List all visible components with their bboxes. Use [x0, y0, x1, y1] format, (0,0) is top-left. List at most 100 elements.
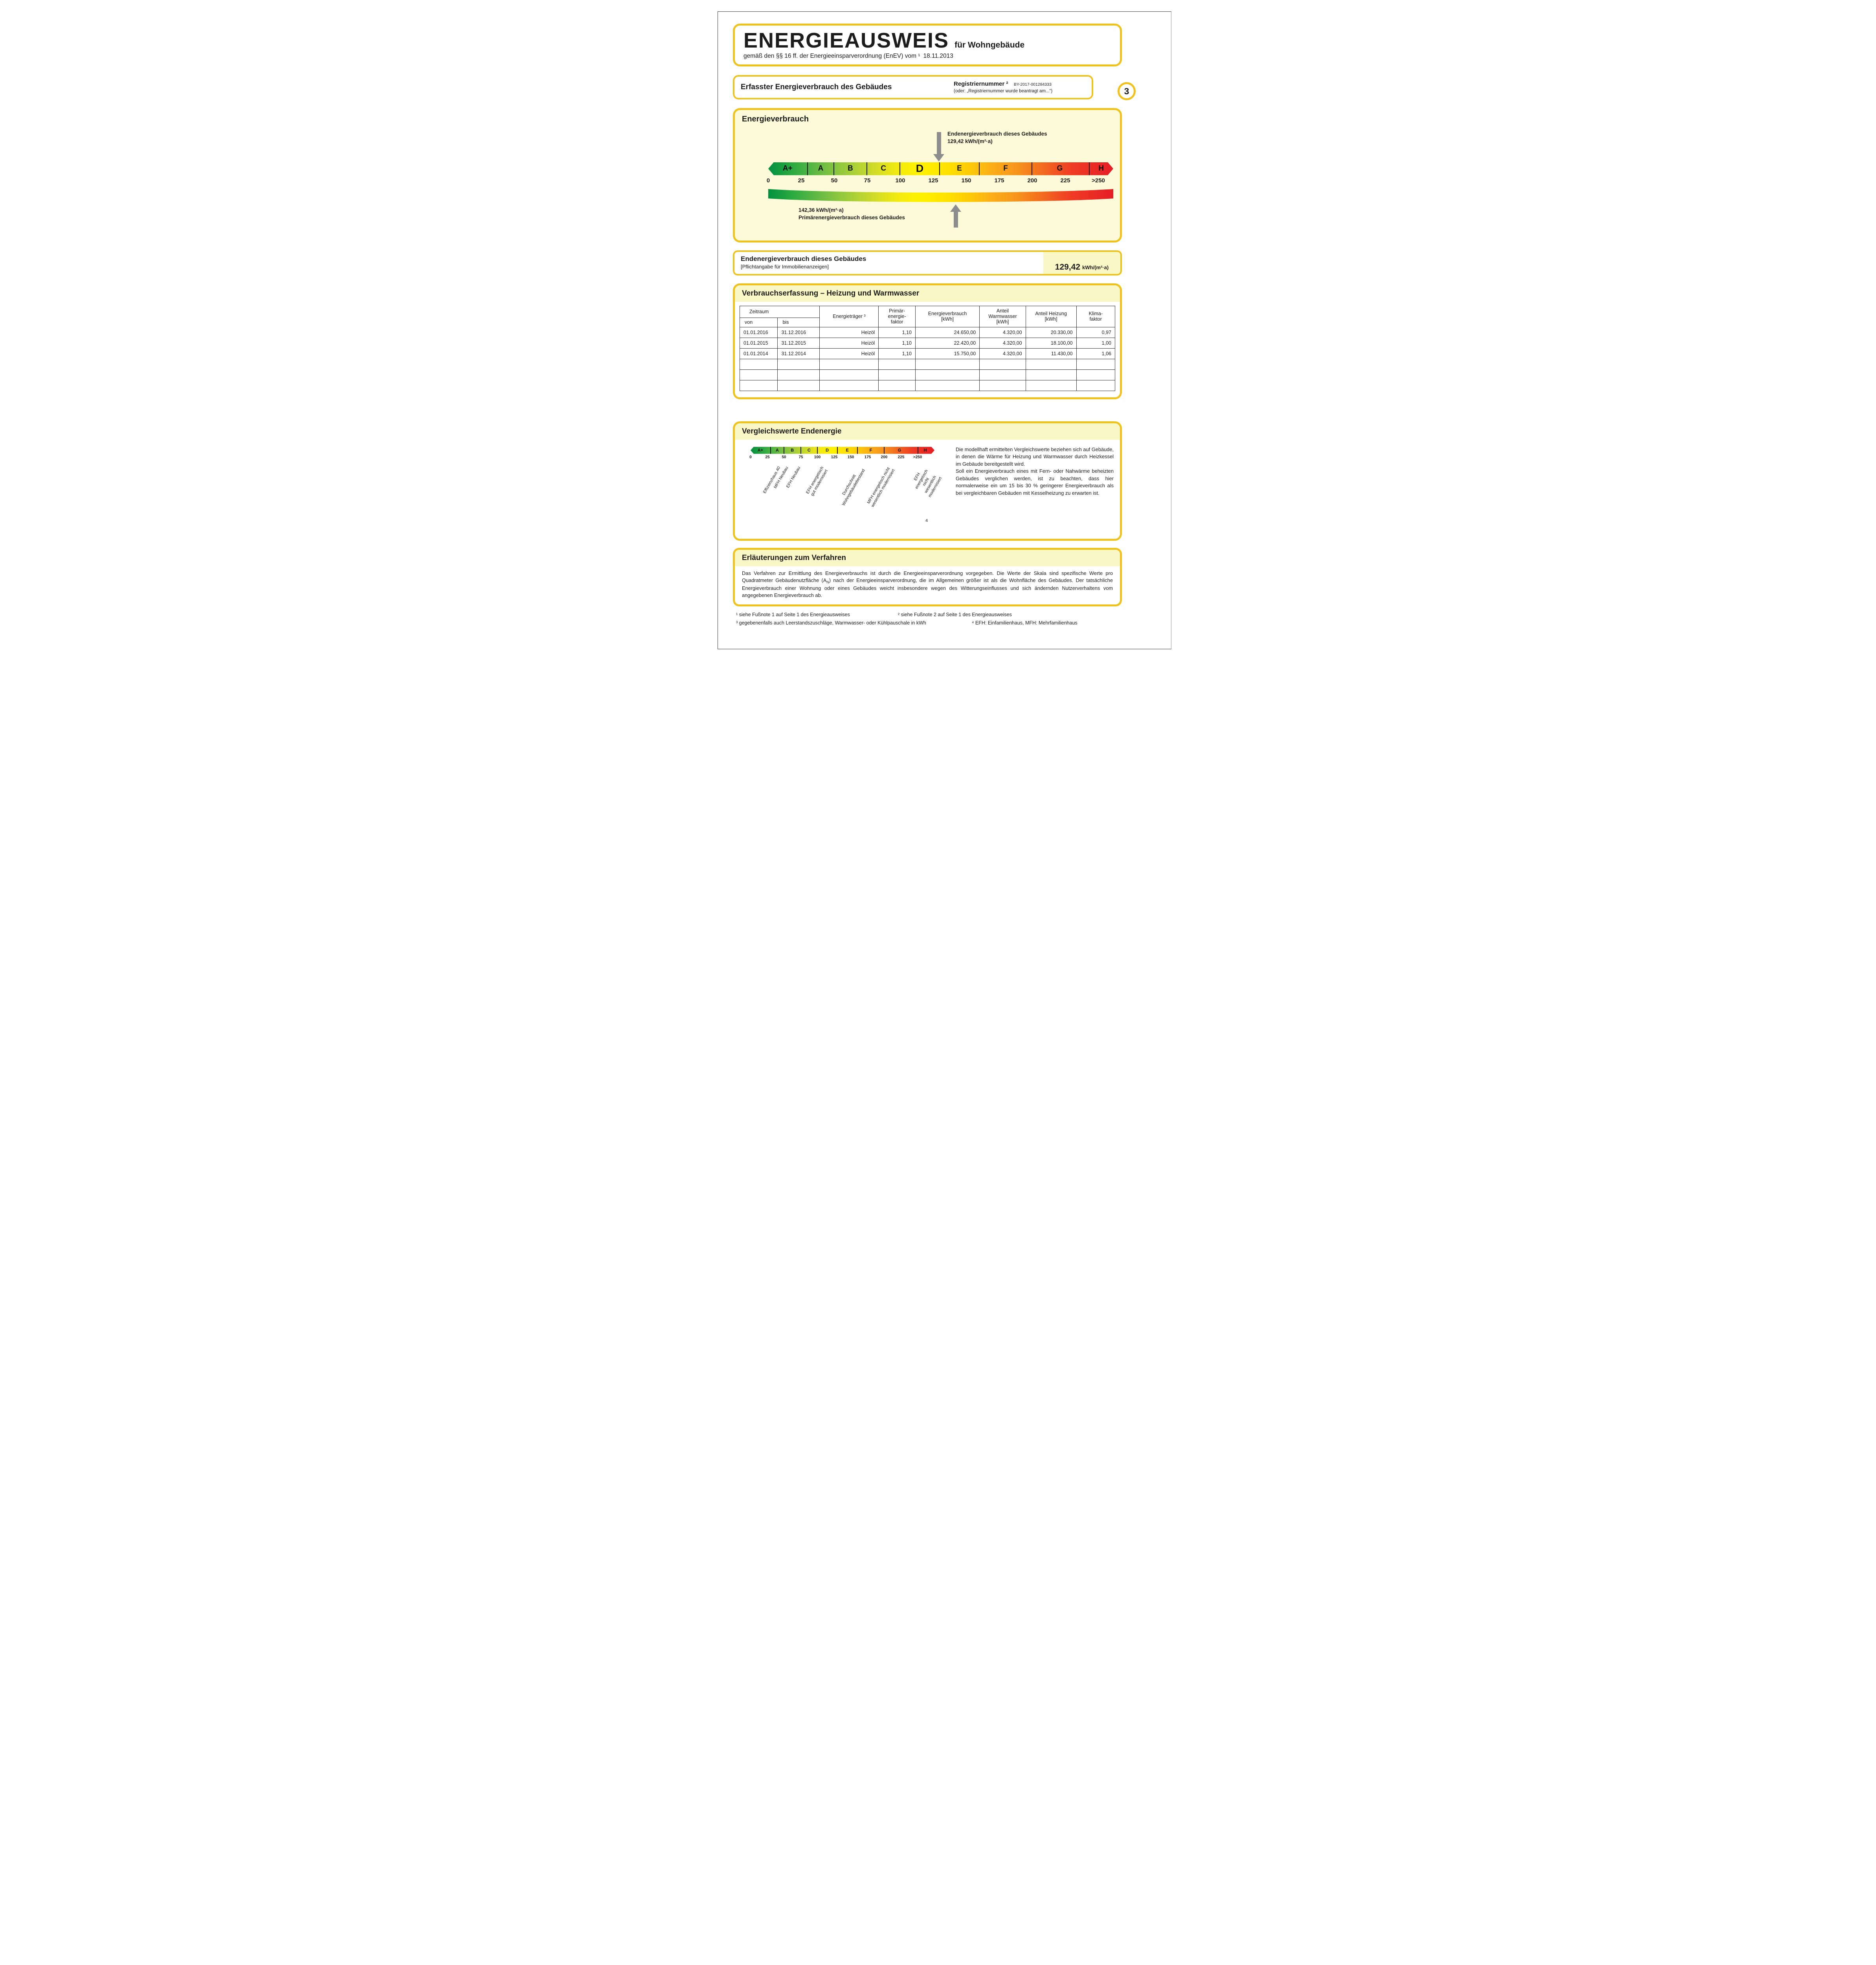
scale-tick-label: 50	[831, 177, 838, 184]
cell-pef	[878, 358, 916, 370]
endenergie-annotation: Endenergieverbrauch dieses Gebäudes 129,…	[947, 130, 1047, 145]
page-number: 3	[1124, 86, 1129, 96]
section-header-bar: Erfasster Energieverbrauch des Gebäudes …	[733, 75, 1093, 99]
erlaeuterungen-text-part: Das Verfahren zur Ermittlung des Energie…	[742, 570, 1113, 583]
cell-heizung	[1025, 380, 1077, 391]
erlaeuterungen-section: Erläuterungen zum Verfahren Das Verfahre…	[733, 547, 1122, 607]
scale-tick-label: 0	[766, 177, 770, 184]
scale-class-label: D	[826, 448, 829, 453]
endenergie-text-area: Endenergieverbrauch dieses Gebäudes [Pfl…	[734, 252, 1043, 274]
endenergie-value: 129,42	[1055, 262, 1081, 272]
table-row: 01.01.2016 31.12.2016 Heizöl 1,10 24.650…	[739, 327, 1116, 338]
scale-class-label: H	[923, 448, 927, 453]
vergleich-label-area: Effizienzhaus 40 MFH Neubau EFH Neubau E…	[751, 465, 943, 534]
cell-energietraeger: Heizöl	[819, 348, 879, 359]
endenergie-down-arrow-icon	[933, 132, 944, 162]
scale-class-label: F	[869, 448, 872, 453]
vergleich-scale-bar: A+ A B C D E F G H	[751, 447, 934, 454]
endenergie-annotation-value: 129,42 kWh/(m²·a)	[947, 138, 993, 144]
page-number-badge: 3	[1118, 82, 1136, 100]
cell-pef: 1,10	[878, 348, 916, 359]
col-header-klimafaktor: Klima- faktor	[1076, 305, 1116, 327]
table-row-empty	[739, 358, 1116, 370]
cell-von: 01.01.2014	[739, 348, 778, 359]
law-line-text: gemäß den §§ 16 ff. der Energieeinsparve…	[743, 52, 920, 59]
scale-tick-label: 125	[928, 177, 938, 184]
vergleich-label: EFH energetisch nicht wesentlich moderni…	[913, 468, 943, 498]
scale-tick-label: 50	[782, 455, 786, 459]
registriernummer-label: Registriernummer ²	[954, 81, 1008, 88]
registriernummer-value: BY-2017-001284333	[1013, 82, 1052, 87]
law-line: gemäß den §§ 16 ff. der Energieeinsparve…	[743, 53, 1111, 60]
cell-pef: 1,10	[878, 327, 916, 338]
arrow-stem	[953, 211, 958, 228]
cell-energietraeger	[819, 380, 879, 391]
cell-bis: 31.12.2016	[777, 327, 820, 338]
scale-class-label-current: D	[916, 162, 924, 174]
scale-separator	[979, 162, 980, 175]
endenergie-value-area: 129,42 kWh/(m²·a)	[1043, 252, 1120, 274]
scale-tick-label: 75	[864, 177, 871, 184]
table-row-empty	[739, 380, 1116, 391]
table-wrap: Zeitraum Energieträger ³ Primär- energie…	[735, 301, 1120, 397]
scale-class-label: A	[818, 164, 824, 173]
vergleich-scale: A+ A B C D E F G H 0 25 50 75	[749, 447, 934, 461]
vergleich-label: Durchschnitt Wohngebäudebestand	[841, 468, 866, 507]
scale-class-label: G	[898, 448, 901, 453]
registriernummer-block: Registriernummer ² BY-2017-001284333 (od…	[954, 81, 1085, 94]
primaer-up-arrow-icon	[950, 204, 961, 228]
erlaeuterungen-text: Das Verfahren zur Ermittlung des Energie…	[742, 570, 1113, 599]
verbrauch-table: Zeitraum Energieträger ³ Primär- energie…	[739, 305, 1116, 391]
scale-separator	[833, 162, 834, 175]
cell-klimafaktor: 0,97	[1076, 327, 1116, 338]
scale-tick-label: 25	[765, 455, 770, 459]
cell-heizung: 11.430,00	[1025, 348, 1077, 359]
scale-separator	[884, 447, 885, 454]
arrow-head	[950, 204, 961, 212]
scale-tick-label: 0	[749, 455, 752, 459]
cell-energieverbrauch: 22.420,00	[915, 337, 980, 349]
cell-bis	[777, 369, 820, 380]
cell-klimafaktor	[1076, 380, 1116, 391]
cell-energieverbrauch	[915, 380, 980, 391]
footnote-4: ⁴ EFH: Einfamilienhaus, MFH: Mehrfamilie…	[972, 620, 1078, 626]
erlaeuterungen-text-part: ) nach der Energieeinsparverordnung, die…	[742, 577, 1113, 599]
cell-energietraeger: Heizöl	[819, 337, 879, 349]
scale-class-label: C	[807, 448, 811, 453]
cell-heizung	[1025, 369, 1077, 380]
col-header-energietraeger: Energieträger ³	[819, 305, 879, 327]
scale-tick-label: 100	[814, 455, 821, 459]
energieausweis-page: ENERGIEAUSWEIS für Wohngebäude gemäß den…	[703, 0, 1173, 653]
cell-energietraeger	[819, 369, 879, 380]
vergleich-label: EFH energetisch gut modernisiert	[805, 465, 829, 497]
cell-bis	[777, 380, 820, 391]
energy-class-scale-bar: A+ A B C D E F G H	[768, 162, 1113, 175]
cell-bis: 31.12.2015	[777, 337, 820, 349]
footnote-row: ³ gegebenenfalls auch Leerstandszuschläg…	[736, 620, 1122, 626]
scale-tick-row: 0 25 50 75 100 125 150 175 200 225 >250	[766, 177, 1113, 185]
scale-class-label: B	[791, 448, 794, 453]
scale-class-label: A	[775, 448, 779, 453]
cell-energieverbrauch	[915, 358, 980, 370]
cell-pef	[878, 380, 916, 391]
cell-warmwasser: 4.320,00	[979, 348, 1026, 359]
registriernummer-line: Registriernummer ² BY-2017-001284333	[954, 81, 1085, 88]
arrow-head	[933, 154, 944, 162]
scale-separator	[866, 162, 867, 175]
col-header-von: von	[739, 317, 778, 327]
col-header-anteil-heizung: Anteil Heizung [kWh]	[1025, 305, 1077, 327]
scale-separator	[1089, 162, 1090, 175]
endenergie-subtitle: [Pflichtangabe für Immobilienanzeigen]	[741, 263, 829, 270]
document-subtitle: für Wohngebäude	[955, 40, 1025, 50]
scale-tick-label: 100	[895, 177, 905, 184]
vergleich-label: MFH energetisch nicht wesentlich moderni…	[866, 466, 896, 508]
scale-tick-label: 150	[961, 177, 971, 184]
erlaeuterungen-title: Erläuterungen zum Verfahren	[735, 549, 1120, 566]
title-row: ENERGIEAUSWEIS für Wohngebäude	[743, 29, 1111, 52]
arrow-stem	[936, 132, 941, 154]
footnote-row: ¹ siehe Fußnote 1 auf Seite 1 des Energi…	[736, 612, 1122, 617]
scale-tick-label: 175	[864, 455, 871, 459]
col-header-anteil-warmwasser: Anteil Warmwasser [kWh]	[979, 305, 1026, 327]
energy-class-scale: A+ A B C D E F G H 0 25 50 75 100 125	[766, 162, 1113, 185]
scale-tick-label: 225	[898, 455, 905, 459]
